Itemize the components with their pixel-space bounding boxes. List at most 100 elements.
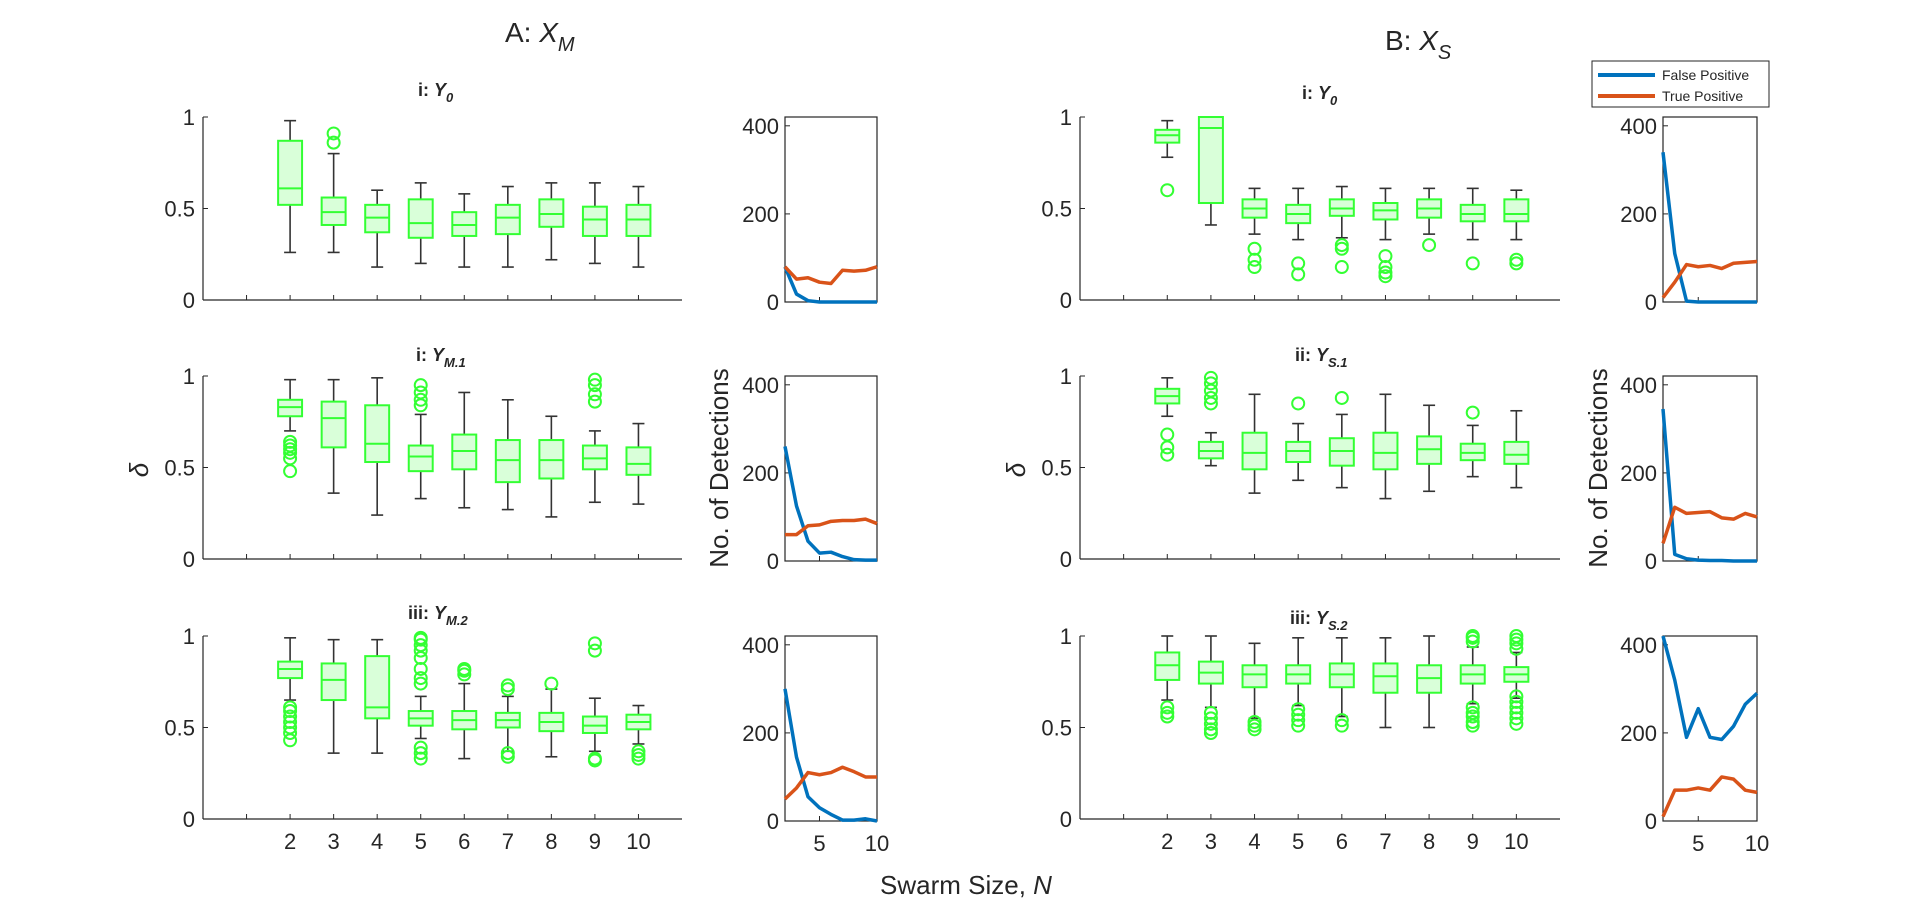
- outlier-point: [1247, 722, 1262, 737]
- box-8: 8: [1416, 635, 1443, 854]
- y-tick-label: 0: [1060, 547, 1072, 572]
- true-positive-line: [1661, 775, 1758, 818]
- y-tick-label: 0: [183, 288, 195, 313]
- outlier-point: [1160, 440, 1175, 455]
- xlabel-swarm-size: Swarm Size, N: [880, 870, 1052, 900]
- true-positive-line: [1661, 505, 1758, 544]
- outlier-point: [283, 442, 298, 457]
- box-8: [538, 415, 565, 518]
- x-tick-label: 2: [1161, 829, 1173, 854]
- y-tick-label: 0: [183, 547, 195, 572]
- column-b-title: B: XS: [1385, 25, 1452, 64]
- outlier-point: [1465, 256, 1480, 271]
- legend: False Positive True Positive: [1591, 60, 1770, 108]
- outlier-point: [1378, 260, 1393, 275]
- box-4: 4: [1241, 642, 1268, 854]
- box-3: [320, 378, 347, 494]
- box-9: 9: [581, 636, 608, 854]
- box-6: 6: [1328, 637, 1355, 854]
- false-positive-line: [783, 446, 877, 562]
- box-2: 2: [1154, 635, 1181, 854]
- y-tick-label: 0.5: [1041, 197, 1072, 222]
- box-9: [581, 182, 608, 265]
- y-tick-label: 0.5: [164, 716, 195, 741]
- outlier-point: [587, 394, 602, 409]
- outlier-point: [500, 749, 515, 764]
- outlier-point: [1203, 725, 1218, 740]
- outlier-point: [283, 445, 298, 460]
- boxplot-b-2: 0 0.5 1 2 3 4 5 6 7 8 9 10: [1041, 624, 1560, 854]
- outlier-point: [413, 630, 428, 645]
- outlier-point: [283, 464, 298, 479]
- outlier-point: [1291, 256, 1306, 271]
- outlier-point: [1509, 256, 1524, 271]
- outlier-point: [587, 372, 602, 387]
- outlier-point: [587, 378, 602, 393]
- y-tick-label: 0.5: [164, 456, 195, 481]
- outlier-point: [1378, 269, 1393, 284]
- box-iqr: [364, 655, 391, 720]
- box-iqr: [1241, 431, 1268, 471]
- box-5: [1285, 187, 1312, 282]
- true-positive-line: [783, 265, 878, 286]
- panel-title-b-0: i: Y0: [1302, 83, 1338, 108]
- box-iqr: [1372, 662, 1399, 694]
- boxplot-b-0: 00.51: [1041, 105, 1560, 313]
- detections-b-2: 0 200 400 5 10: [1620, 633, 1769, 856]
- box-10: 10: [1503, 629, 1530, 854]
- y-tick-label: 0: [183, 807, 195, 832]
- y-tick-label: 400: [1620, 114, 1657, 139]
- box-3: [320, 126, 347, 254]
- outlier-point: [1465, 629, 1480, 643]
- outlier-point: [1378, 249, 1393, 264]
- box-iqr: [1241, 664, 1268, 689]
- outlier-point: [1509, 252, 1524, 267]
- outlier-point: [544, 676, 559, 691]
- y-tick-label: 1: [1060, 624, 1072, 649]
- y-tick-label: 0: [767, 549, 779, 574]
- outlier-point: [1509, 629, 1524, 643]
- box-7: [494, 398, 521, 511]
- x-tick-label: 9: [589, 829, 601, 854]
- box-6: [1328, 390, 1355, 489]
- box-8: [538, 182, 565, 261]
- outlier-point: [1203, 390, 1218, 405]
- x-tick-label: 9: [1467, 829, 1479, 854]
- box-10: [1503, 409, 1530, 489]
- y-tick-label: 400: [742, 114, 779, 139]
- boxplot-b-1: 00.51: [1041, 364, 1560, 572]
- outlier-point: [1509, 689, 1524, 704]
- box-iqr: [320, 400, 347, 449]
- outlier-point: [1509, 694, 1524, 709]
- box-7: [1372, 393, 1399, 500]
- box-iqr: [1372, 431, 1399, 471]
- box-10: [625, 185, 652, 268]
- x-tick-label: 8: [545, 829, 557, 854]
- outlier-point: [1378, 265, 1393, 280]
- outlier-point: [413, 676, 428, 691]
- outlier-point: [283, 700, 298, 715]
- x-tick-label: 3: [328, 829, 340, 854]
- outlier-point: [1203, 716, 1218, 731]
- outlier-point: [413, 740, 428, 755]
- box-2: [277, 378, 304, 479]
- x-tick-label: 10: [626, 829, 650, 854]
- box-9: 9: [1459, 629, 1486, 854]
- box-iqr: [277, 139, 304, 206]
- y-tick-label: 0: [1645, 809, 1657, 834]
- outlier-point: [1160, 700, 1175, 715]
- y-tick-label: 1: [1060, 364, 1072, 389]
- box-8: 8: [538, 676, 565, 854]
- true-positive-line: [785, 517, 878, 537]
- box-3: 3: [1197, 635, 1224, 854]
- detections-frame: [1662, 635, 1758, 822]
- outlier-point: [1291, 713, 1306, 728]
- false-positive-line: [1661, 408, 1757, 563]
- box-3: 3: [320, 638, 347, 854]
- y-tick-label: 1: [183, 105, 195, 130]
- box-10: [625, 422, 652, 505]
- false-positive-line: [783, 688, 878, 823]
- outlier-point: [1334, 260, 1349, 275]
